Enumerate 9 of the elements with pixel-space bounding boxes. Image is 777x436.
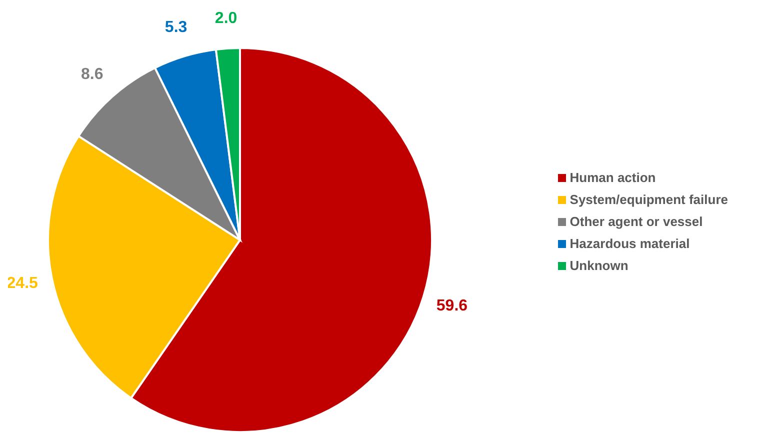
data-label: 2.0 <box>214 10 238 27</box>
legend-label: Other agent or vessel <box>570 213 703 231</box>
legend-label: Human action <box>570 169 656 187</box>
legend-label: Hazardous material <box>570 235 690 253</box>
data-label: 8.6 <box>81 66 104 83</box>
data-label: 5.3 <box>164 18 188 36</box>
legend-label: System/equipment failure <box>570 191 728 209</box>
data-label: 59.6 <box>436 297 468 314</box>
legend-label: Unknown <box>570 257 628 275</box>
